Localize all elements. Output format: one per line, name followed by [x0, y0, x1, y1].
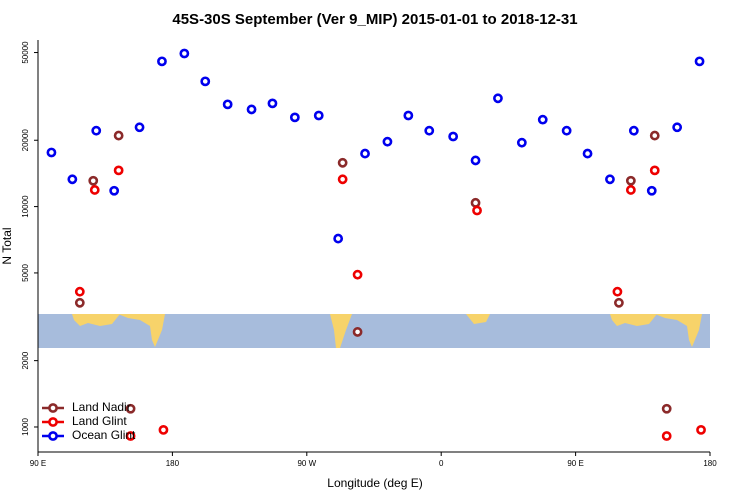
point	[649, 165, 660, 176]
x-tick-label: 180	[166, 459, 180, 468]
point	[109, 185, 120, 196]
point	[352, 269, 363, 280]
legend-marker	[48, 403, 58, 413]
legend-label: Land Glint	[72, 414, 127, 428]
point	[661, 403, 672, 414]
point	[448, 131, 459, 142]
point	[337, 157, 348, 168]
point	[74, 297, 85, 308]
chart-title: 45S-30S September (Ver 9_MIP) 2015-01-01…	[172, 11, 577, 28]
point	[470, 197, 481, 208]
point	[125, 403, 136, 414]
point	[661, 431, 672, 441]
point	[267, 98, 278, 109]
legend-label: Ocean Glint	[72, 428, 136, 442]
x-tick-label: 90 E	[567, 459, 583, 468]
point	[561, 125, 572, 136]
point	[605, 174, 615, 185]
point	[74, 286, 85, 297]
point	[200, 76, 211, 87]
point	[382, 136, 393, 147]
point	[672, 122, 683, 133]
point	[470, 155, 481, 166]
point	[625, 185, 636, 195]
point	[289, 112, 300, 123]
point	[696, 424, 706, 435]
point	[158, 424, 169, 435]
point	[493, 93, 503, 104]
point	[337, 174, 348, 185]
point	[352, 327, 363, 337]
point	[333, 233, 344, 244]
point	[88, 175, 99, 186]
y-axis-label: N Total	[0, 227, 14, 264]
y-tick-label: 2000	[21, 351, 30, 369]
point	[537, 114, 548, 125]
point	[157, 56, 167, 67]
map-strip	[38, 314, 710, 348]
legend-marker	[48, 417, 58, 427]
point	[222, 99, 233, 110]
point	[612, 286, 623, 297]
x-axis-label: Longitude (deg E)	[327, 476, 422, 490]
point	[134, 122, 145, 133]
y-tick-label: 5000	[21, 263, 30, 281]
y-tick-label: 10000	[21, 195, 30, 218]
point	[89, 185, 100, 195]
point	[403, 110, 414, 121]
point	[472, 205, 482, 216]
point	[625, 175, 636, 186]
point	[313, 110, 324, 121]
y-tick-label: 50000	[21, 41, 30, 64]
point	[125, 431, 136, 441]
point	[614, 297, 624, 308]
point	[179, 48, 190, 59]
point	[694, 56, 705, 67]
x-tick-label: 180	[703, 459, 717, 468]
point	[113, 165, 124, 176]
point	[360, 148, 370, 159]
point	[246, 104, 257, 115]
y-tick-label: 20000	[21, 129, 30, 152]
y-tick-label: 1000	[21, 418, 30, 436]
x-tick-label: 0	[439, 459, 444, 468]
point	[424, 125, 435, 136]
point	[91, 125, 102, 136]
point	[113, 130, 124, 141]
point	[67, 174, 78, 185]
point	[516, 137, 527, 148]
point	[628, 125, 639, 136]
x-tick-label: 90 W	[297, 459, 316, 468]
point	[582, 148, 593, 159]
point	[646, 185, 657, 196]
point	[649, 130, 660, 141]
legend-label: Land Nadir	[72, 400, 131, 414]
x-tick-label: 90 E	[30, 459, 46, 468]
point	[46, 147, 57, 158]
legend-marker	[48, 431, 58, 441]
